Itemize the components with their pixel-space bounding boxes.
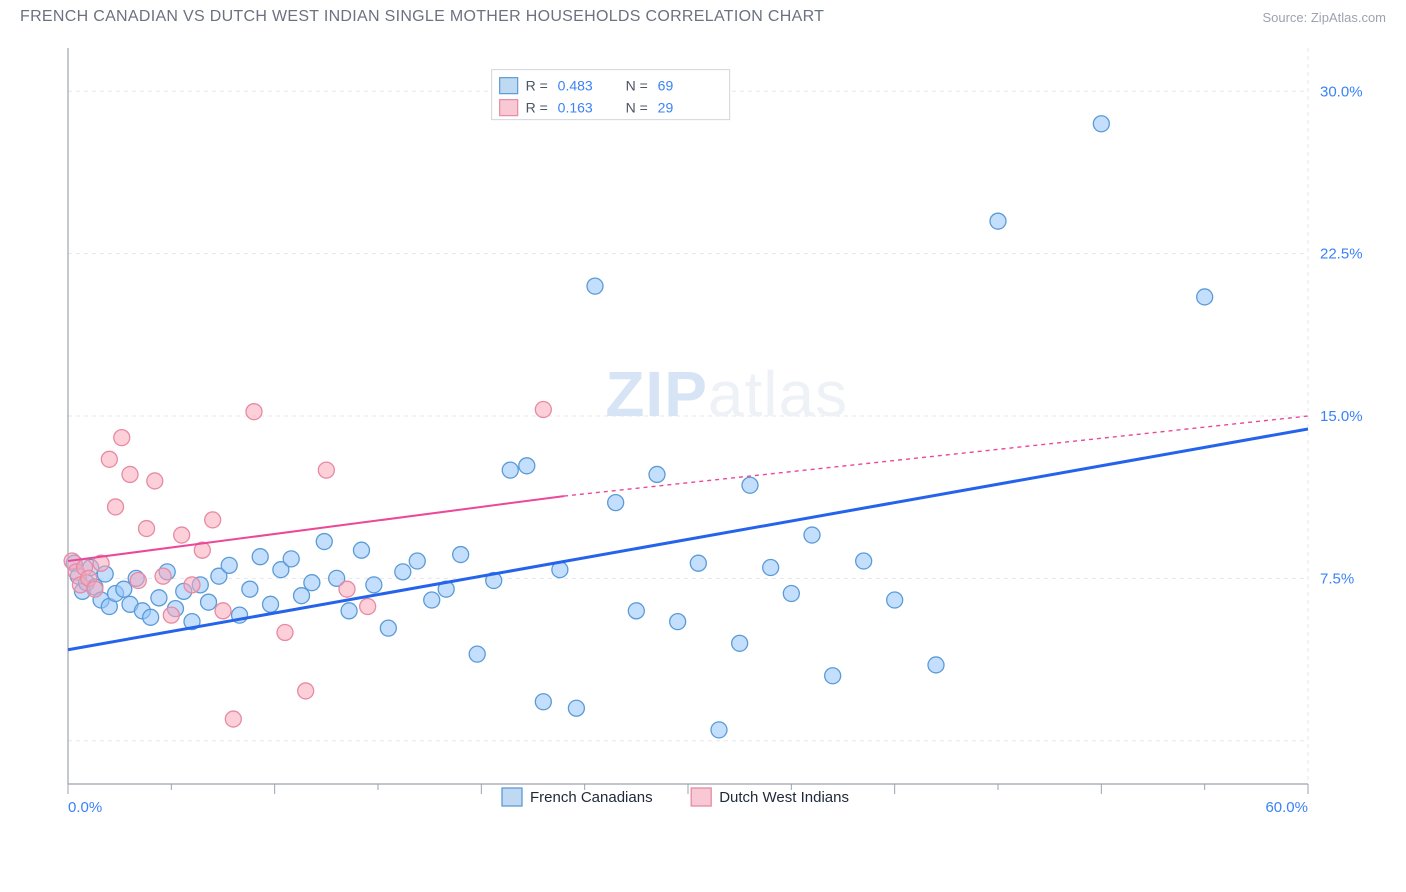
data-point (783, 586, 799, 602)
data-point (263, 596, 279, 612)
data-point (395, 564, 411, 580)
svg-text:Dutch West Indians: Dutch West Indians (719, 789, 849, 806)
data-point (711, 722, 727, 738)
data-point (742, 477, 758, 493)
data-point (242, 581, 258, 597)
data-point (130, 573, 146, 589)
data-point (339, 581, 355, 597)
data-point (155, 568, 171, 584)
data-point (294, 588, 310, 604)
data-point (366, 577, 382, 593)
legend-stats: R = 0.483 N = 69 R = 0.163 N = 29 (492, 70, 730, 120)
y-tick-label: 15.0% (1320, 408, 1363, 425)
data-point (184, 577, 200, 593)
data-point (87, 581, 103, 597)
y-tick-label: 30.0% (1320, 83, 1363, 100)
data-point (535, 402, 551, 418)
data-point (535, 694, 551, 710)
data-point (122, 466, 138, 482)
data-point (804, 527, 820, 543)
svg-text:0.483: 0.483 (558, 78, 593, 94)
data-point (1197, 289, 1213, 305)
data-point (469, 646, 485, 662)
svg-text:ZIPatlas: ZIPatlas (605, 358, 848, 430)
data-point (825, 668, 841, 684)
svg-text:R =: R = (526, 100, 548, 116)
data-point (246, 404, 262, 420)
data-point (225, 711, 241, 727)
data-point (147, 473, 163, 489)
data-point (215, 603, 231, 619)
data-point (174, 527, 190, 543)
data-point (990, 213, 1006, 229)
data-point (304, 575, 320, 591)
data-point (283, 551, 299, 567)
data-point (502, 462, 518, 478)
scatter-plot: ZIPatlas 7.5% 15.0% 22.5% 30.0% 0.0% 60.0% R = 0… (58, 34, 1378, 824)
data-point (101, 451, 117, 467)
data-point (277, 624, 293, 640)
svg-text:N =: N = (626, 100, 648, 116)
svg-text:0.163: 0.163 (558, 100, 593, 116)
data-point (628, 603, 644, 619)
data-point (649, 466, 665, 482)
data-point (670, 614, 686, 630)
data-point (114, 430, 130, 446)
data-point (424, 592, 440, 608)
data-point (608, 495, 624, 511)
data-point (298, 683, 314, 699)
data-point (201, 594, 217, 610)
data-point (360, 598, 376, 614)
svg-text:R =: R = (526, 78, 548, 94)
data-point (887, 592, 903, 608)
data-point (856, 553, 872, 569)
data-point (763, 560, 779, 576)
data-point (690, 555, 706, 571)
data-point (519, 458, 535, 474)
data-point (568, 700, 584, 716)
data-point (380, 620, 396, 636)
data-point (108, 499, 124, 515)
data-point (732, 635, 748, 651)
chart-title: FRENCH CANADIAN VS DUTCH WEST INDIAN SIN… (20, 8, 824, 26)
source-label: Source: ZipAtlas.com (1262, 10, 1386, 25)
x-tick-label: 0.0% (68, 799, 102, 816)
data-point (409, 553, 425, 569)
svg-text:N =: N = (626, 78, 648, 94)
legend-series: French Canadians Dutch West Indians (502, 788, 849, 806)
data-point (1093, 116, 1109, 132)
data-point (143, 609, 159, 625)
data-point (316, 534, 332, 550)
data-point (139, 521, 155, 537)
data-point (252, 549, 268, 565)
y-tick-label: 22.5% (1320, 246, 1363, 263)
y-tick-label: 7.5% (1320, 570, 1354, 587)
data-point (587, 278, 603, 294)
trend-line (68, 429, 1308, 650)
data-point (163, 607, 179, 623)
data-point (341, 603, 357, 619)
data-point (151, 590, 167, 606)
data-point (318, 462, 334, 478)
x-tick-label: 60.0% (1265, 799, 1308, 816)
svg-text:69: 69 (658, 78, 674, 94)
data-point (928, 657, 944, 673)
data-point (205, 512, 221, 528)
data-point (453, 547, 469, 563)
svg-text:29: 29 (658, 100, 674, 116)
data-point (221, 557, 237, 573)
data-point (353, 542, 369, 558)
svg-text:French Canadians: French Canadians (530, 789, 653, 806)
